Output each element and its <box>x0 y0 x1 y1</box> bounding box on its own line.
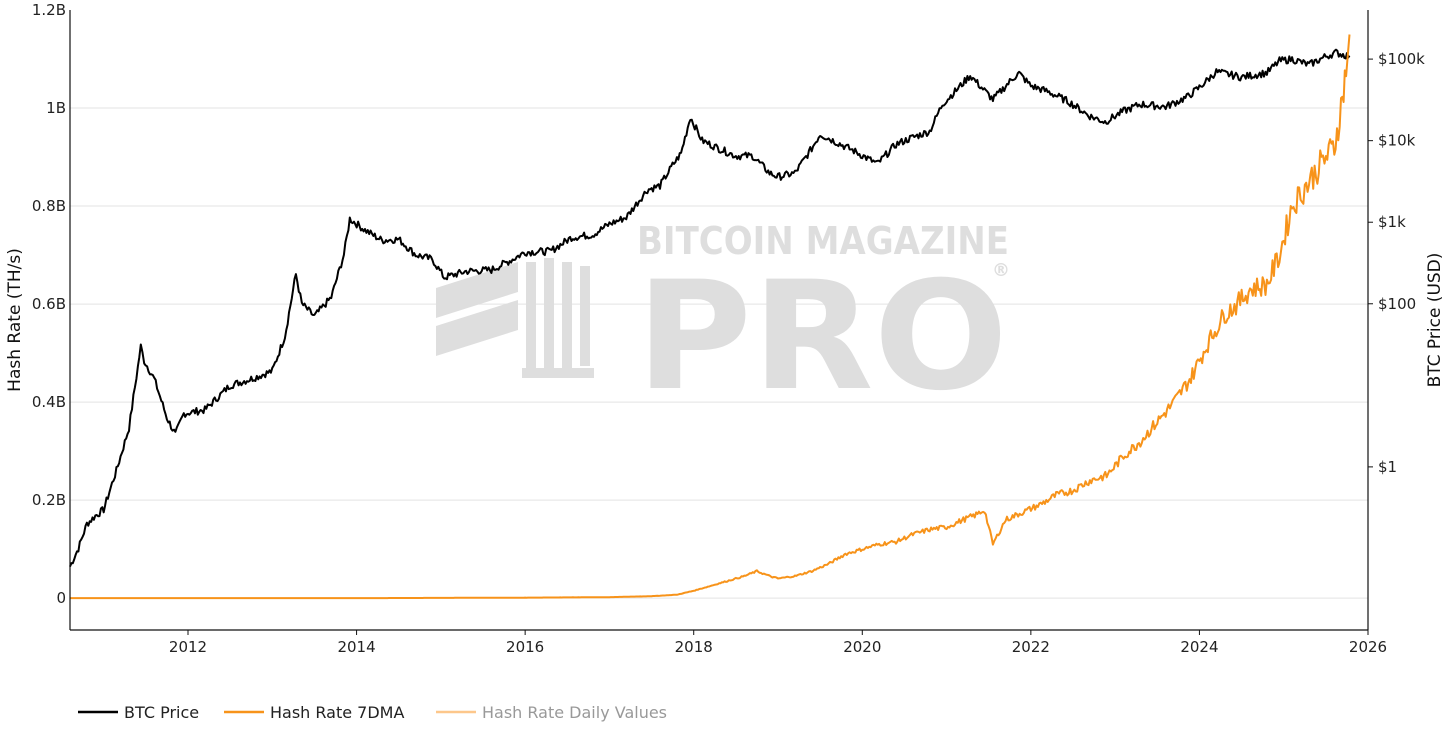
x-tick-label: 2016 <box>506 638 544 656</box>
y-left-tick-label: 1B <box>46 99 66 117</box>
series-line-hash-rate-7dma <box>70 34 1351 600</box>
legend-label-btc-price: BTC Price <box>124 703 199 722</box>
y-left-tick-label: 0.2B <box>32 491 66 509</box>
y-right-axis-ticks: $1 $100 $1k $10k $100k <box>1368 50 1425 476</box>
legend-item-hash-rate-daily[interactable]: Hash Rate Daily Values <box>436 703 667 722</box>
x-tick-label: 2020 <box>843 638 881 656</box>
series-layer <box>69 34 1351 600</box>
x-tick-label: 2022 <box>1012 638 1050 656</box>
x-tick-label: 2026 <box>1349 638 1387 656</box>
watermark-text-top: BITCOIN MAGAZINE <box>637 219 1009 263</box>
y-left-tick-label: 0.8B <box>32 197 66 215</box>
y-left-axis-title: Hash Rate (TH/s) <box>5 248 25 392</box>
y-right-tick-label: $100 <box>1378 295 1416 313</box>
y-right-tick-label: $1 <box>1378 458 1397 476</box>
y-right-tick-label: $1k <box>1378 213 1406 231</box>
x-tick-label: 2018 <box>675 638 713 656</box>
watermark-registered-mark: ® <box>992 260 1010 281</box>
legend-label-hash-rate-7dma: Hash Rate 7DMA <box>270 703 404 722</box>
y-right-tick-label: $10k <box>1378 132 1416 150</box>
x-axis-ticks: 2012 2014 2016 2018 2020 2022 2024 2026 <box>169 630 1387 656</box>
x-tick-label: 2014 <box>337 638 375 656</box>
gridlines <box>70 107 1368 599</box>
watermark-icon <box>436 258 594 378</box>
legend-item-hash-rate-7dma[interactable]: Hash Rate 7DMA <box>224 703 404 722</box>
y-right-axis-title: BTC Price (USD) <box>1425 253 1445 388</box>
y-left-tick-label: 0 <box>56 589 66 607</box>
axes-layer <box>69 10 1369 631</box>
legend: BTC Price Hash Rate 7DMA Hash Rate Daily… <box>78 703 667 722</box>
y-left-tick-label: 1.2B <box>32 1 66 19</box>
legend-item-btc-price[interactable]: BTC Price <box>78 703 199 722</box>
watermark-logo: BITCOIN MAGAZINE PRO ® <box>436 219 1010 424</box>
y-left-axis-ticks: 0 0.2B 0.4B 0.6B 0.8B 1B 1.2B <box>32 1 66 607</box>
y-left-tick-label: 0.4B <box>32 393 66 411</box>
y-right-tick-label: $100k <box>1378 50 1425 68</box>
series-line-btc-price <box>69 48 1351 567</box>
legend-label-hash-rate-daily: Hash Rate Daily Values <box>482 703 667 722</box>
watermark-text-bottom: PRO <box>636 250 1008 424</box>
x-tick-label: 2012 <box>169 638 207 656</box>
x-tick-label: 2024 <box>1180 638 1218 656</box>
y-left-tick-label: 0.6B <box>32 295 66 313</box>
